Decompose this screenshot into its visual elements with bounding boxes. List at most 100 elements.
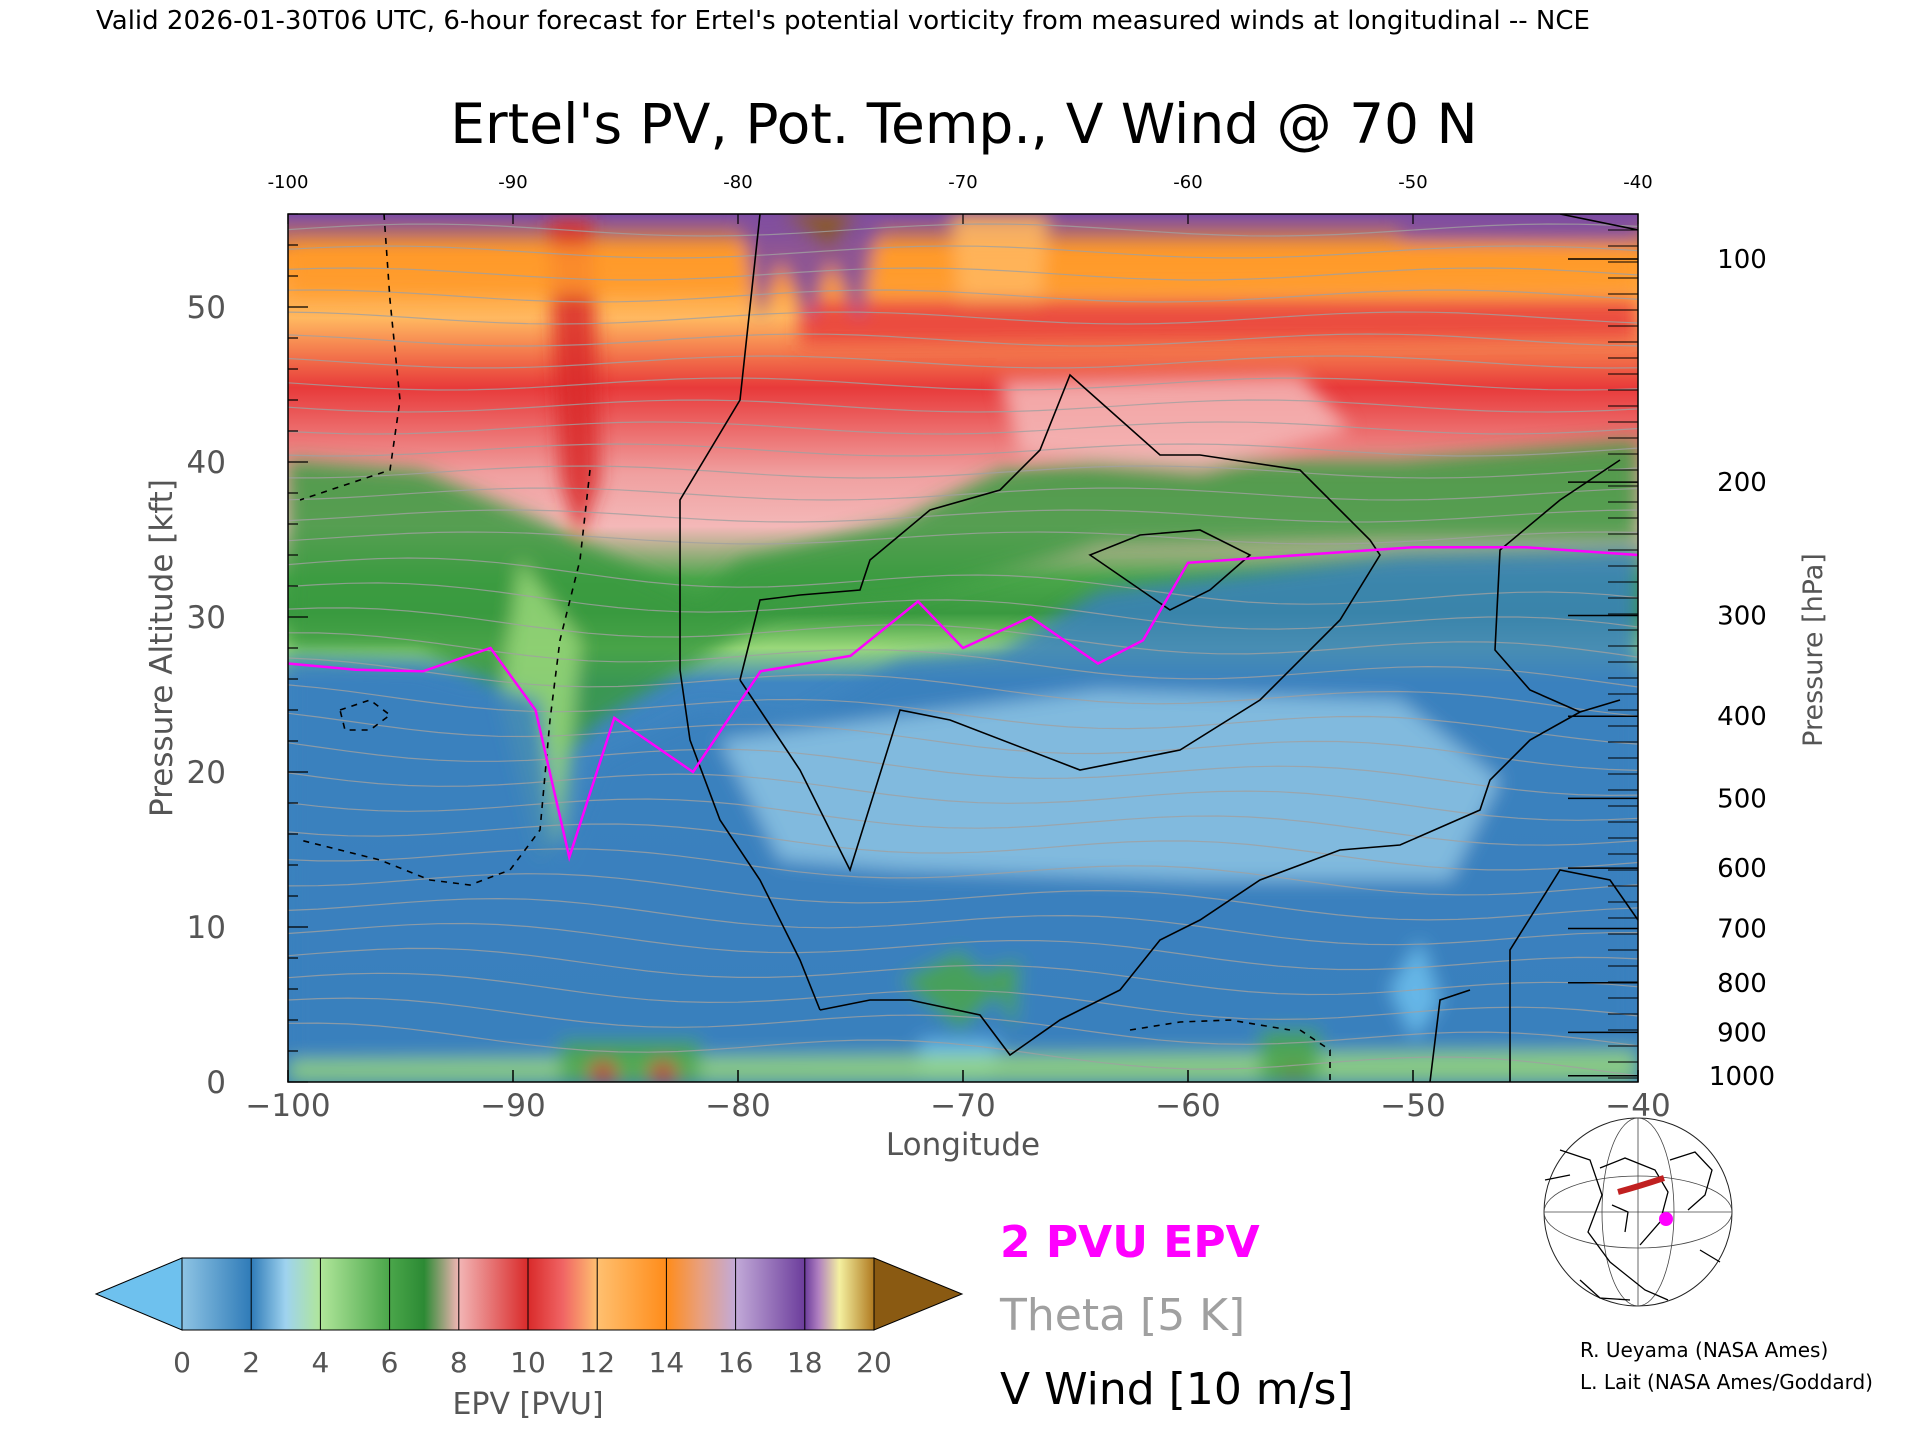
top-tick-label-5: -50 (1398, 172, 1427, 193)
wind-contour-2 (1494, 459, 1621, 713)
wind-contour-7 (339, 699, 392, 731)
theta-contour-7 (288, 377, 1638, 391)
x-tick-label-5: −50 (1380, 1088, 1445, 1124)
theta-contour-22 (288, 742, 1638, 797)
theta-contour-18 (288, 632, 1638, 688)
plot-area (288, 214, 1638, 1082)
theta-contour-4 (288, 311, 1638, 325)
theta-contour-12 (288, 487, 1638, 501)
pv-feature-12 (985, 960, 1020, 1030)
x-tick-label-4: −60 (1155, 1088, 1220, 1124)
theta-contour-16 (288, 582, 1638, 630)
theta-contour-15 (288, 557, 1638, 605)
locator-map (1543, 1117, 1733, 1307)
y-left-tick-label-0: 0 (206, 1065, 226, 1101)
top-tick-label-3: -70 (948, 172, 977, 193)
wind-contour-9 (1299, 1029, 1331, 1082)
y-right-tick-label-3: 400 (1717, 702, 1767, 732)
tropopause-2pvu-line (288, 546, 1638, 863)
map-location-marker (1659, 1212, 1673, 1226)
colorbar-tick-label-1: 2 (242, 1346, 260, 1379)
x-tick-label-3: −70 (930, 1088, 995, 1124)
y-right-tick-label-2: 300 (1717, 601, 1767, 631)
top-tick-label-4: -60 (1173, 172, 1202, 193)
top-tick-label-0: -100 (268, 172, 309, 193)
x-tick-label-2: −80 (705, 1088, 770, 1124)
x-tick-label-1: −90 (480, 1088, 545, 1124)
legend: 2 PVU EPV Theta [5 K] V Wind [10 m/s] (999, 1217, 1354, 1415)
wind-contour-6 (299, 469, 591, 886)
pv-feature-3 (720, 690, 1500, 880)
colorbar-tick-label-8: 16 (718, 1346, 754, 1379)
credit-line-2: L. Lait (NASA Ames/Goddard) (1580, 1370, 1873, 1394)
chart-title: Ertel's PV, Pot. Temp., V Wind @ 70 N (450, 92, 1477, 156)
colorbar-tick-label-3: 6 (381, 1346, 399, 1379)
theta-contour-32 (288, 997, 1638, 1047)
wind-contour-10 (1509, 869, 1638, 1082)
theta-contour-30 (288, 947, 1638, 996)
legend-theta: Theta [5 K] (999, 1290, 1245, 1341)
y-axis-left-label: Pressure Altitude [kft] (144, 479, 180, 817)
theta-contour-27 (288, 873, 1638, 921)
theta-contour-33 (288, 1022, 1638, 1077)
theta-contour-1 (288, 245, 1638, 259)
colorbar-over-arrow (873, 1257, 964, 1331)
theta-contour-6 (288, 355, 1638, 369)
y-left-tick-label-2: 20 (187, 755, 226, 791)
pv-feature-4 (548, 220, 600, 540)
top-tick-label-2: -80 (723, 172, 752, 193)
theta-contour-20 (288, 684, 1638, 745)
pv-feature-0 (288, 440, 1638, 760)
wind-contour-4 (1088, 529, 1252, 611)
theta-contour-14 (288, 531, 1638, 545)
y-right-tick-label-0: 100 (1717, 245, 1767, 275)
theta-contour-21 (288, 712, 1638, 771)
colorbar-tick-label-2: 4 (311, 1346, 329, 1379)
theta-contour-26 (288, 848, 1638, 896)
colorbar-tick-label-6: 12 (579, 1346, 615, 1379)
wind-contour-11 (1429, 989, 1471, 1082)
colorbar-tick-label-5: 10 (510, 1346, 546, 1379)
colorbar-label: EPV [PVU] (452, 1387, 603, 1422)
wind-contour-3 (739, 373, 1381, 873)
theta-contour-25 (288, 823, 1638, 871)
colorbar-tick-label-0: 0 (173, 1346, 191, 1379)
axes: −100 −90 −80 −70 −60 −50 −40-100 -90 -80 -70 -60 -5… (187, 172, 1776, 1124)
theta-contour-31 (288, 972, 1638, 1021)
theta-contour-3 (288, 289, 1638, 303)
theta-contour-29 (288, 922, 1638, 971)
y-right-tick-label-4: 500 (1717, 784, 1767, 814)
colorbar-ticks: 0 2 4 6 8 10 12 14 16 18 20 (173, 1258, 892, 1379)
pv-feature-8 (740, 214, 880, 320)
top-tick-label-1: -90 (498, 172, 527, 193)
pv-feature-10 (1400, 214, 1638, 240)
y-left-tick-label-3: 30 (187, 600, 226, 636)
theta-contour-2 (288, 267, 1638, 281)
theta-contour-9 (288, 421, 1638, 435)
y-right-tick-label-6: 700 (1717, 915, 1767, 945)
colorbar-under-arrow (94, 1257, 183, 1331)
wind-contour-5 (299, 214, 401, 501)
wind-contour-1 (819, 699, 1621, 1057)
y-left-tick-label-1: 10 (187, 910, 226, 946)
pv-feature-20 (1260, 1030, 1320, 1082)
x-tick-label-0: −100 (245, 1088, 330, 1124)
pv-feature-21 (950, 214, 1050, 300)
x-axis-label: Longitude (886, 1127, 1040, 1163)
y-right-tick-label-1: 200 (1717, 468, 1767, 498)
y-right-tick-label-9: 1000 (1709, 1062, 1775, 1092)
theta-contour-19 (288, 657, 1638, 717)
legend-pv: 2 PVU EPV (1000, 1217, 1260, 1268)
legend-wind: V Wind [10 m/s] (1000, 1364, 1354, 1415)
theta-contour-17 (288, 607, 1638, 658)
colorbar-tick-label-10: 20 (856, 1346, 892, 1379)
pv-feature-5 (800, 300, 1638, 345)
pv-feature-17 (590, 1060, 620, 1082)
theta-contours (288, 223, 1638, 1077)
theta-contour-8 (288, 399, 1638, 413)
theta-contour-24 (288, 798, 1638, 846)
header-text: Valid 2026-01-30T06 UTC, 6-hour forecast… (96, 6, 1590, 36)
wind-contours (299, 214, 1638, 1082)
theta-contour-28 (288, 897, 1638, 946)
